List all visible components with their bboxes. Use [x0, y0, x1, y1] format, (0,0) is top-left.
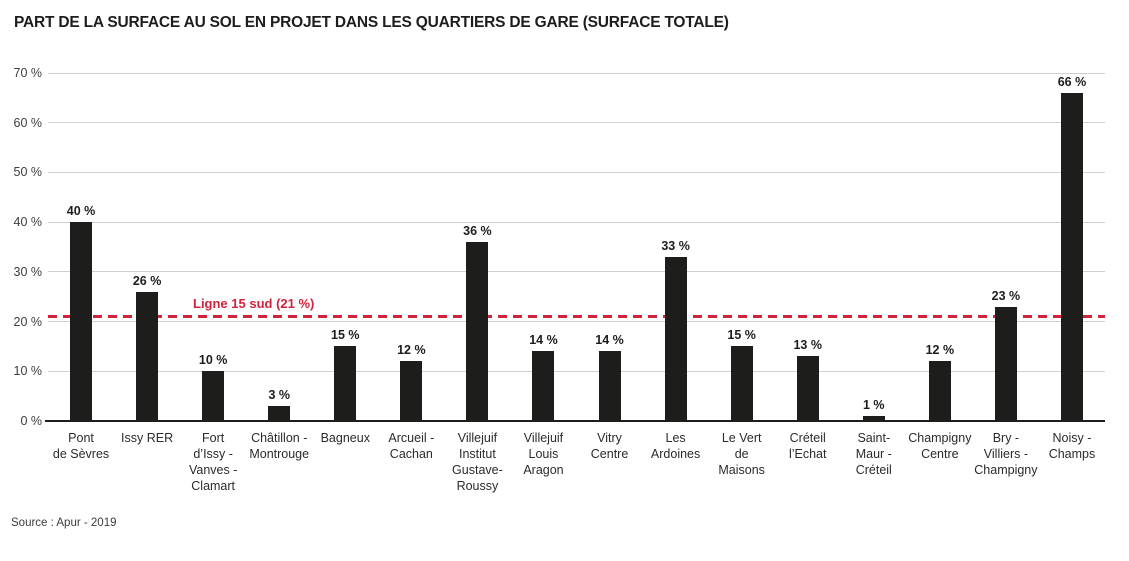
source-caption: Source : Apur - 2019 — [11, 517, 117, 529]
bar — [664, 256, 687, 421]
bar-value-label: 15 % — [331, 328, 360, 343]
gridline — [48, 321, 1105, 323]
y-axis-tick-label: 60 % — [13, 115, 43, 130]
x-axis-category-label: Le Vert de Maisons — [718, 431, 765, 477]
y-axis-tick-label: 40 % — [13, 215, 43, 230]
threshold-line — [48, 315, 1105, 319]
bar-value-label: 66 % — [1057, 74, 1087, 89]
y-axis-tick-label: 0 % — [20, 414, 42, 428]
x-axis-category-label: Les Ardoines — [650, 431, 701, 461]
bar-value-label: 13 % — [793, 338, 822, 353]
x-axis-category-label: Fort d’Issy - Vanves - Clamart — [188, 431, 238, 493]
bar-value-label: 36 % — [463, 224, 492, 239]
gridline — [48, 72, 1105, 74]
y-axis-tick-label: 10 % — [13, 364, 43, 379]
gridline — [48, 221, 1105, 223]
x-axis-category-label: Villejuif Louis Aragon — [523, 431, 564, 477]
bar-value-label: 3 % — [268, 388, 290, 403]
bar — [466, 242, 489, 421]
bar-value-label: 15 % — [727, 328, 756, 343]
bar-value-label: 12 % — [397, 343, 426, 358]
bar — [400, 361, 423, 421]
x-axis-category-label: Issy RER — [121, 431, 174, 445]
bar — [532, 351, 555, 421]
bar — [136, 291, 159, 421]
bar-value-label: 14 % — [595, 333, 624, 348]
bar — [202, 371, 225, 421]
threshold-label: Ligne 15 sud (21 %) — [193, 295, 315, 311]
bar-value-label: 1 % — [863, 398, 885, 413]
x-axis-category-label: Pont de Sèvres — [52, 431, 110, 461]
x-axis-line — [45, 420, 1105, 422]
x-axis-category-label: Vitry Centre — [590, 431, 629, 461]
bar-value-label: 10 % — [198, 353, 228, 368]
bar — [994, 306, 1017, 421]
bar — [598, 351, 621, 421]
x-axis-category-label: Saint- Maur - Créteil — [855, 431, 892, 477]
x-axis-category-label: Créteil l’Echat — [788, 431, 827, 461]
bar-value-label: 26 % — [132, 273, 162, 288]
plot-area: Ligne 15 sud (21 %) 40 % 26 % 10 % 3 % 15 % 1… — [45, 72, 1105, 422]
y-axis-tick-label: 70 % — [13, 66, 43, 80]
x-axis-category-label: Noisy - Champs — [1048, 431, 1096, 461]
y-axis-tick-label: 50 % — [13, 165, 43, 180]
bar — [928, 361, 951, 421]
chart-title: PART DE LA SURFACE AU SOL EN PROJET DANS… — [14, 14, 729, 31]
bar — [70, 222, 93, 421]
bar — [1060, 92, 1083, 421]
x-axis-category-label: Bagneux — [320, 431, 370, 445]
gridline — [48, 370, 1105, 372]
y-axis-tick-label: 20 % — [13, 314, 43, 329]
bar — [334, 346, 357, 421]
bar — [268, 406, 291, 421]
bar-value-label: 23 % — [991, 288, 1021, 303]
gridline — [48, 271, 1105, 273]
gridline — [48, 122, 1105, 124]
y-axis-tick-label: 30 % — [13, 264, 43, 279]
x-axis-category-label: Champigny Centre — [908, 431, 972, 461]
bar — [730, 346, 753, 421]
x-axis-category-label: Arcueil - Cachan — [388, 431, 435, 461]
bar — [862, 416, 885, 421]
x-axis-category-label: Villejuif Institut Gustave- Roussy — [452, 431, 503, 493]
x-axis-category-label: Châtillon - Montrouge — [249, 431, 310, 461]
bar-value-label: 12 % — [925, 343, 955, 358]
x-axis-labels: Pont de Sèvres Issy RER Fort d’Issy - Vanv… — [48, 430, 1105, 494]
x-axis-category-label: Bry - Villiers - Champigny — [974, 431, 1038, 477]
bar-value-label: 33 % — [661, 238, 690, 253]
bar-value-label: 14 % — [529, 333, 558, 348]
bar — [796, 356, 819, 421]
gridline — [48, 171, 1105, 173]
y-axis: 0 % 10 % 20 % 30 % 40 % 50 % 60 % 70 % — [0, 66, 43, 428]
bar-value-label: 40 % — [66, 204, 96, 219]
